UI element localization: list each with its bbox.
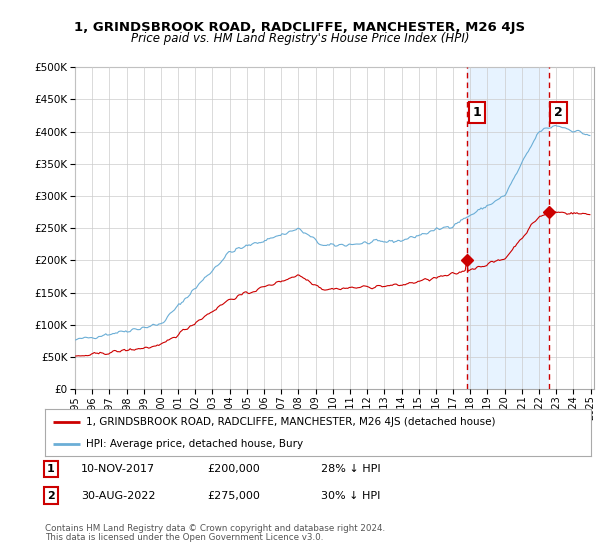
Text: 30% ↓ HPI: 30% ↓ HPI [321, 491, 380, 501]
Text: 1: 1 [473, 106, 481, 119]
Text: HPI: Average price, detached house, Bury: HPI: Average price, detached house, Bury [86, 438, 303, 449]
Text: 30-AUG-2022: 30-AUG-2022 [81, 491, 155, 501]
Text: 1, GRINDSBROOK ROAD, RADCLIFFE, MANCHESTER, M26 4JS: 1, GRINDSBROOK ROAD, RADCLIFFE, MANCHEST… [74, 21, 526, 34]
Text: This data is licensed under the Open Government Licence v3.0.: This data is licensed under the Open Gov… [45, 533, 323, 542]
Text: 1, GRINDSBROOK ROAD, RADCLIFFE, MANCHESTER, M26 4JS (detached house): 1, GRINDSBROOK ROAD, RADCLIFFE, MANCHEST… [86, 417, 496, 427]
Text: 2: 2 [47, 491, 55, 501]
Text: Contains HM Land Registry data © Crown copyright and database right 2024.: Contains HM Land Registry data © Crown c… [45, 524, 385, 533]
Text: £275,000: £275,000 [207, 491, 260, 501]
Text: 28% ↓ HPI: 28% ↓ HPI [321, 464, 380, 474]
Text: 2: 2 [554, 106, 563, 119]
Text: Price paid vs. HM Land Registry's House Price Index (HPI): Price paid vs. HM Land Registry's House … [131, 32, 469, 45]
Text: 10-NOV-2017: 10-NOV-2017 [81, 464, 155, 474]
Text: £200,000: £200,000 [207, 464, 260, 474]
Text: 1: 1 [47, 464, 55, 474]
Bar [467, 67, 549, 389]
